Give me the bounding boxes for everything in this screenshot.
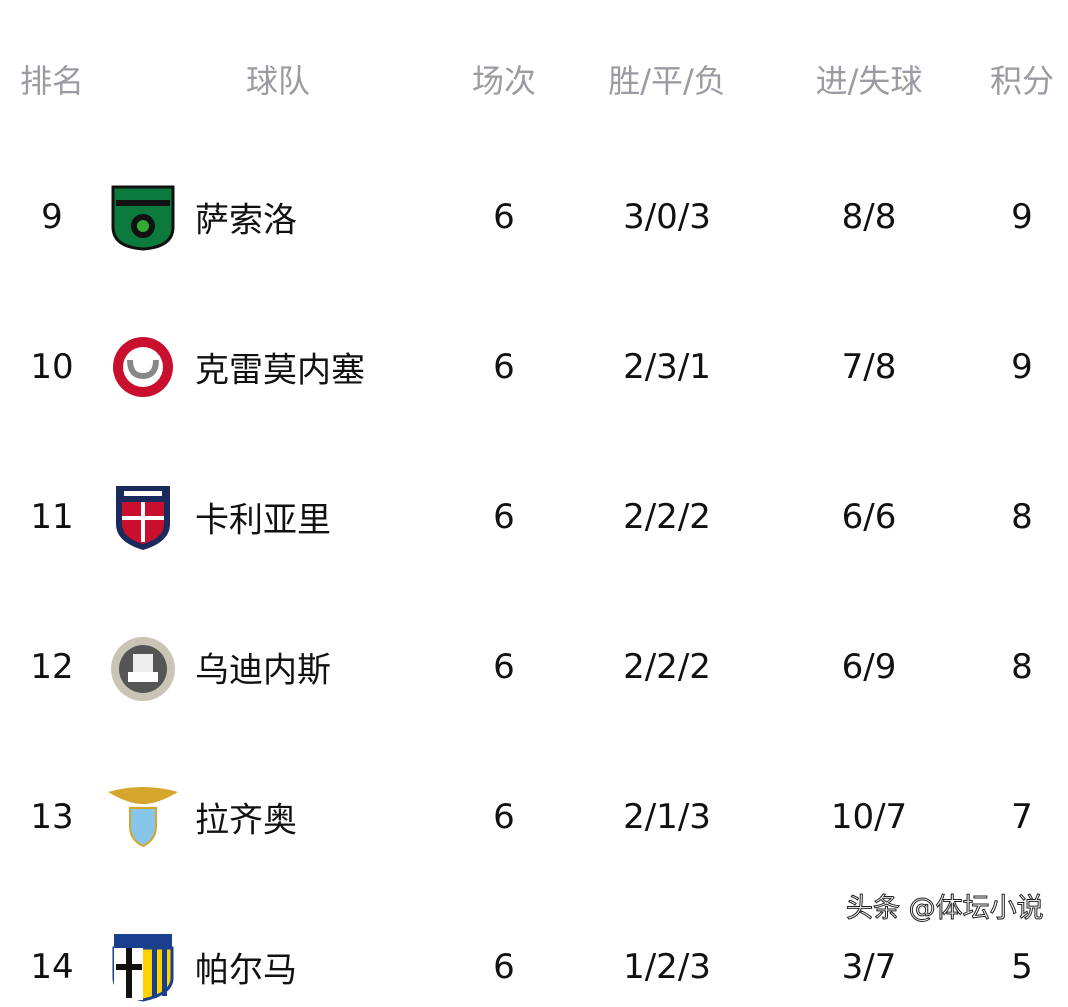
goals: 6/6 xyxy=(841,497,897,537)
points: 8 xyxy=(1011,497,1033,537)
rank: 13 xyxy=(30,797,74,837)
goals: 3/7 xyxy=(841,947,897,987)
table-row[interactable]: 12 乌迪内斯 6 2/2/2 6/9 8 xyxy=(0,627,1068,707)
goals: 7/8 xyxy=(841,347,897,387)
win-draw-loss: 2/2/2 xyxy=(623,497,711,537)
header-points: 积分 xyxy=(989,62,1055,100)
header-rank: 排名 xyxy=(19,62,85,100)
cremonese-logo-icon xyxy=(108,332,178,402)
win-draw-loss: 1/2/3 xyxy=(623,947,711,987)
table-row[interactable]: 9 萨索洛 6 3/0/3 8/8 9 xyxy=(0,177,1068,257)
team-name[interactable]: 克雷莫内塞 xyxy=(195,350,365,391)
goals: 8/8 xyxy=(841,197,897,237)
team-name[interactable]: 拉齐奥 xyxy=(195,800,297,841)
rank: 10 xyxy=(30,347,74,387)
played: 6 xyxy=(493,947,515,987)
played: 6 xyxy=(493,797,515,837)
team-name[interactable]: 帕尔马 xyxy=(195,950,297,991)
goals: 10/7 xyxy=(830,797,908,837)
header-wdl: 胜/平/负 xyxy=(608,62,726,100)
watermark: 头条 @体坛小说 xyxy=(846,893,1045,925)
team-name[interactable]: 卡利亚里 xyxy=(195,500,331,541)
lazio-logo-icon xyxy=(108,782,178,852)
sassuolo-logo-icon xyxy=(108,182,178,252)
header-team: 球队 xyxy=(245,62,311,100)
played: 6 xyxy=(493,347,515,387)
table-row[interactable]: 10 克雷莫内塞 6 2/3/1 7/8 9 xyxy=(0,327,1068,407)
rank: 11 xyxy=(30,497,74,537)
played: 6 xyxy=(493,647,515,687)
win-draw-loss: 2/1/3 xyxy=(623,797,711,837)
points: 7 xyxy=(1011,797,1033,837)
points: 5 xyxy=(1011,947,1033,987)
played: 6 xyxy=(493,497,515,537)
rank: 14 xyxy=(30,947,74,987)
rank: 12 xyxy=(30,647,74,687)
points: 9 xyxy=(1011,197,1033,237)
win-draw-loss: 3/0/3 xyxy=(623,197,711,237)
parma-logo-icon xyxy=(108,932,178,1002)
table-row[interactable]: 13 拉齐奥 6 2/1/3 10/7 7 xyxy=(0,777,1068,857)
points: 9 xyxy=(1011,347,1033,387)
team-name[interactable]: 乌迪内斯 xyxy=(195,650,331,691)
win-draw-loss: 2/2/2 xyxy=(623,647,711,687)
header-goals: 进/失球 xyxy=(815,62,923,100)
win-draw-loss: 2/3/1 xyxy=(623,347,711,387)
table-row[interactable]: 11 卡利亚里 6 2/2/2 6/6 8 xyxy=(0,477,1068,557)
rank: 9 xyxy=(41,197,63,237)
points: 8 xyxy=(1011,647,1033,687)
team-name[interactable]: 萨索洛 xyxy=(195,200,297,241)
table-row[interactable]: 14 帕尔马 6 1/2/3 3/7 5 xyxy=(0,927,1068,1007)
udinese-logo-icon xyxy=(108,632,178,702)
played: 6 xyxy=(493,197,515,237)
goals: 6/9 xyxy=(841,647,897,687)
header-played: 场次 xyxy=(471,62,537,100)
cagliari-logo-icon xyxy=(108,482,178,552)
